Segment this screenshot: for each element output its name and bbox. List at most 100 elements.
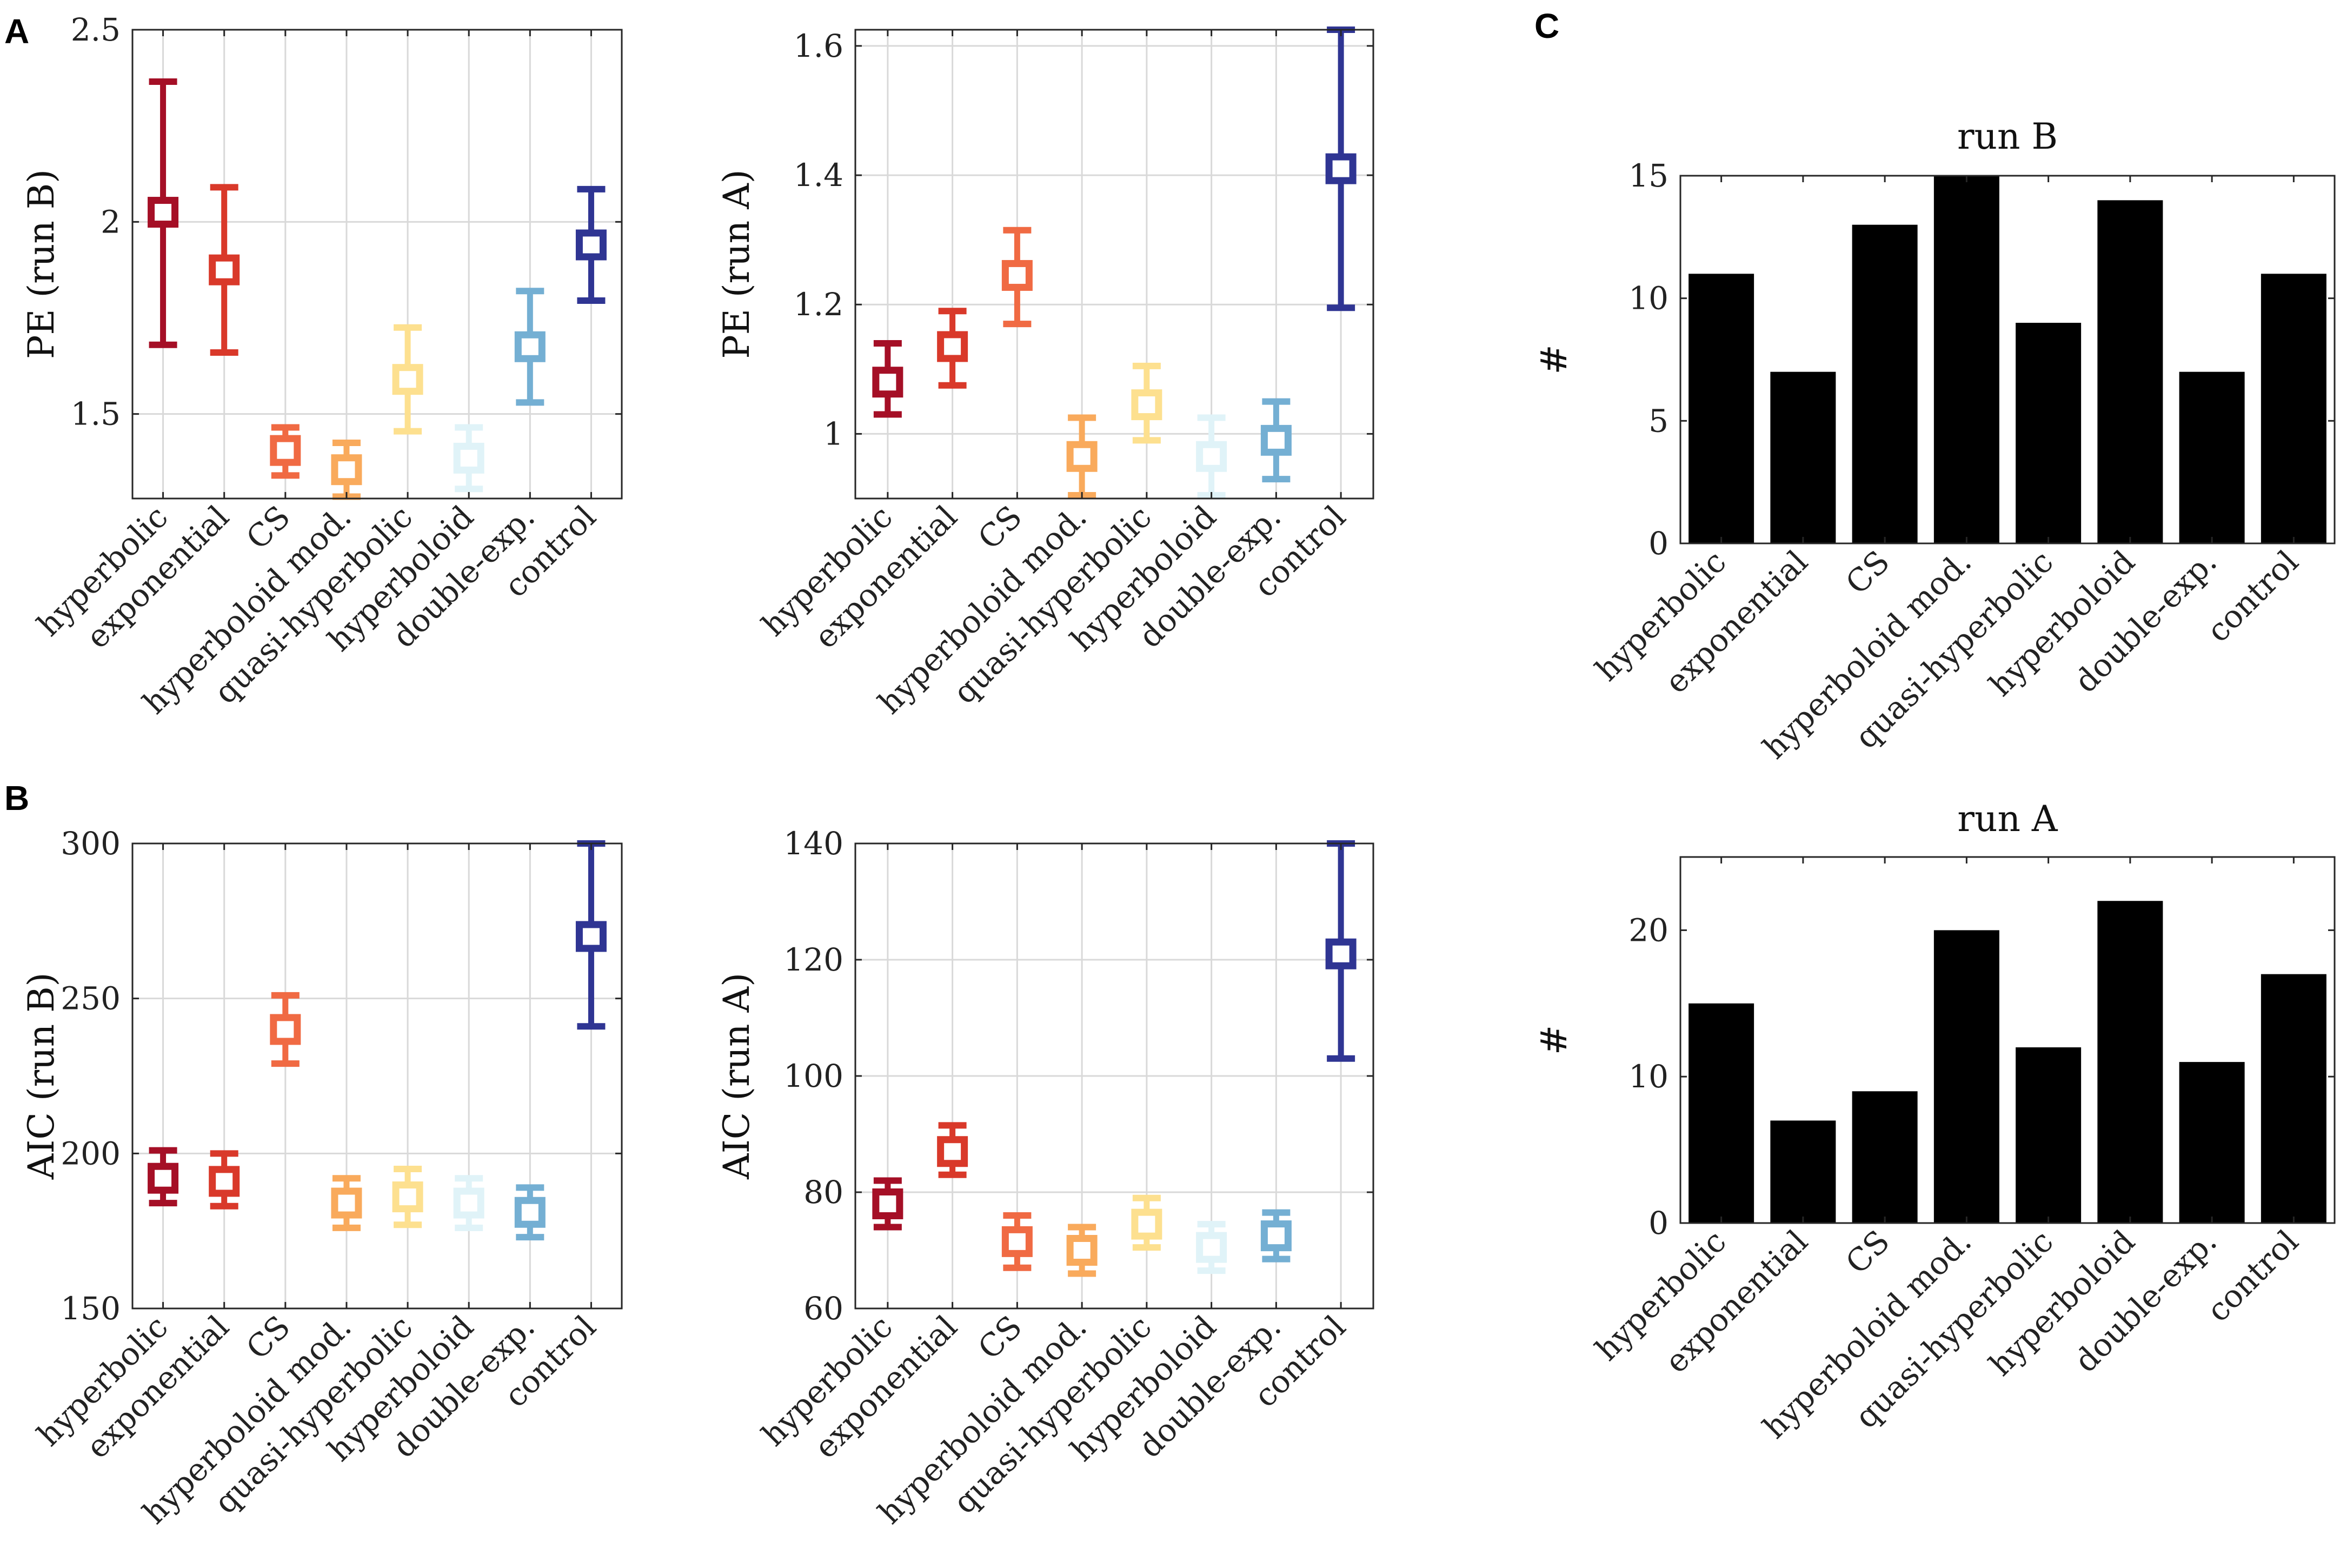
axes-box xyxy=(131,842,623,1310)
errorbar-point xyxy=(148,78,179,348)
axes-box xyxy=(1679,175,2336,544)
bar xyxy=(1933,176,1999,543)
y-tick-label: 250 xyxy=(61,980,121,1017)
errorbar-point xyxy=(1196,1221,1227,1274)
errorbar-point xyxy=(514,288,546,406)
mean-marker xyxy=(1131,389,1162,421)
mean-marker xyxy=(270,1014,301,1045)
mean-marker xyxy=(1260,424,1292,456)
mean-marker xyxy=(937,1136,968,1167)
mean-marker xyxy=(872,367,903,398)
y-tick-label: 150 xyxy=(61,1290,121,1327)
y-tick-label: 120 xyxy=(783,941,843,978)
bar xyxy=(2016,323,2082,543)
mean-marker xyxy=(1260,1220,1292,1252)
errorbar-point xyxy=(1131,1194,1162,1251)
y-tick-label: 80 xyxy=(803,1174,843,1211)
chart-title: run A xyxy=(1957,798,2058,840)
errorbar-point xyxy=(872,1177,903,1231)
bar xyxy=(2097,200,2163,543)
bar xyxy=(1688,274,1754,543)
errorbar-point xyxy=(937,308,968,389)
errorbar-point xyxy=(1131,362,1162,444)
y-axis-label: # xyxy=(1533,1025,1575,1055)
y-tick-label: 0 xyxy=(1648,1205,1668,1241)
mean-marker xyxy=(1066,441,1098,472)
y-tick-label: 1.5 xyxy=(71,396,121,433)
y-tick-label: 10 xyxy=(1628,1058,1668,1095)
errorbar-point xyxy=(1001,1212,1033,1271)
errorbar-point xyxy=(453,424,484,493)
errorbar-point xyxy=(1196,414,1227,499)
y-axis-label: AIC (run B) xyxy=(21,973,62,1180)
mean-marker xyxy=(270,435,301,466)
mean-marker xyxy=(209,254,240,285)
axes-box xyxy=(131,29,623,500)
y-tick-label: 1.6 xyxy=(794,28,843,64)
errorbar-point xyxy=(148,1147,179,1207)
y-tick-label: 100 xyxy=(783,1058,843,1094)
y-tick-label: 5 xyxy=(1648,402,1668,439)
bar xyxy=(2097,901,2163,1223)
y-axis-label: AIC (run A) xyxy=(716,973,757,1180)
mean-marker xyxy=(872,1188,903,1219)
mean-marker xyxy=(148,1162,179,1194)
bar xyxy=(1688,1003,1754,1223)
mean-marker xyxy=(453,1187,484,1219)
mean-marker xyxy=(937,331,968,362)
y-tick-label: 20 xyxy=(1628,912,1668,948)
mean-marker xyxy=(1066,1235,1098,1266)
y-tick-label: 1.4 xyxy=(794,157,843,194)
bar xyxy=(2179,1062,2245,1223)
mean-marker xyxy=(1196,1232,1227,1263)
plot-area xyxy=(132,30,622,499)
y-tick-label: 15 xyxy=(1628,157,1668,194)
bar xyxy=(1770,371,1836,543)
y-tick-label: 200 xyxy=(61,1135,121,1172)
mean-marker xyxy=(1325,938,1357,969)
mean-marker xyxy=(514,1197,546,1228)
errorbar-point xyxy=(1066,1224,1098,1277)
plot-area xyxy=(855,30,1373,499)
y-tick-label: 10 xyxy=(1628,280,1668,317)
panel-label-c: C xyxy=(1534,6,1559,45)
errorbar-point xyxy=(270,424,301,479)
mean-marker xyxy=(1001,260,1033,291)
mean-marker xyxy=(331,454,362,486)
axes-box xyxy=(1679,856,2336,1224)
plot-area xyxy=(132,843,622,1308)
y-axis-label: # xyxy=(1533,344,1575,374)
mean-marker xyxy=(148,197,179,228)
y-tick-label: 1.2 xyxy=(794,286,843,323)
errorbar-point xyxy=(331,1175,362,1231)
mean-marker xyxy=(1131,1208,1162,1240)
bar xyxy=(2179,371,2245,543)
chart-title: run B xyxy=(1957,116,2058,157)
mean-marker xyxy=(392,364,423,395)
y-tick-label: 1 xyxy=(823,415,843,452)
bar xyxy=(2016,1047,2082,1223)
mean-marker xyxy=(453,442,484,474)
y-axis-label: PE (run A) xyxy=(716,169,757,358)
y-tick-label: 300 xyxy=(61,825,121,862)
errorbar-point xyxy=(392,324,423,435)
bar xyxy=(1852,224,1918,544)
y-tick-label: 2.5 xyxy=(71,11,121,48)
bar xyxy=(1852,1091,1918,1223)
errorbar-point xyxy=(331,439,362,500)
bar xyxy=(1933,930,1999,1223)
bar xyxy=(2261,974,2326,1223)
mean-marker xyxy=(392,1181,423,1213)
errorbar-point xyxy=(937,1122,968,1178)
errorbar-point xyxy=(1001,227,1033,328)
panel-label-a: A xyxy=(4,12,29,51)
mean-marker xyxy=(514,331,546,362)
errorbar-point xyxy=(514,1184,546,1241)
axes-box xyxy=(854,29,1374,500)
errorbar-point xyxy=(872,340,903,418)
errorbar-point xyxy=(1066,414,1098,499)
